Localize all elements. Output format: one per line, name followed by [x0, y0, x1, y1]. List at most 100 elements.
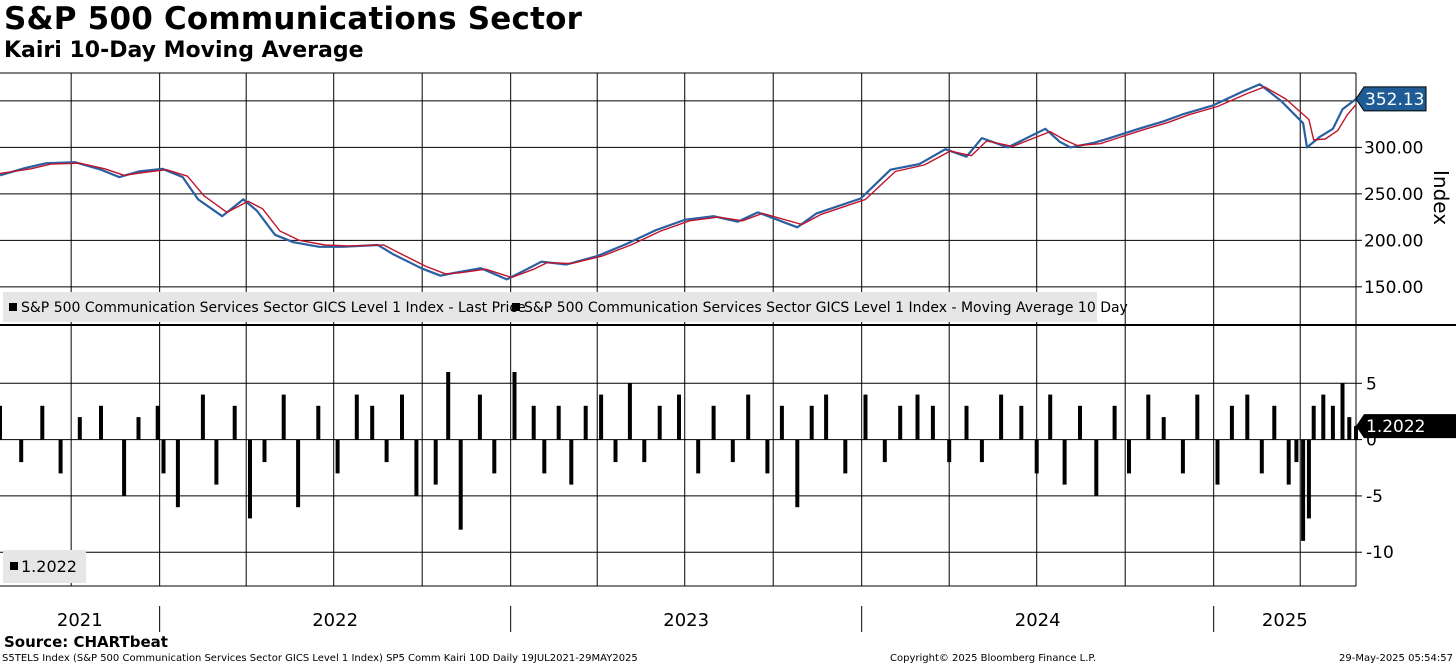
kairi-bar — [1112, 405, 1117, 440]
x-axis: 2021 2022 2023 2024 2025 — [57, 606, 1308, 632]
price-y-tick-label: 250.00 — [1364, 185, 1423, 205]
kairi-bar — [882, 439, 887, 463]
kairi-bar — [354, 394, 359, 440]
kairi-bar — [627, 383, 632, 440]
kairi-bar — [1272, 405, 1277, 440]
price-y-axis-title: Index — [1429, 170, 1453, 225]
kairi-bar — [711, 405, 716, 440]
chart-description: S5TELS Index (S&P 500 Communication Serv… — [2, 653, 638, 664]
kairi-bar — [161, 439, 166, 474]
source-label: Source: CHARTbeat — [4, 633, 168, 651]
kairi-bar — [1245, 394, 1250, 440]
kairi-bar — [1195, 394, 1200, 440]
chart-subtitle: Kairi 10-Day Moving Average — [4, 38, 364, 63]
kairi-bar — [915, 394, 920, 440]
kairi-bar — [1286, 439, 1291, 485]
price-y-tick-label: 150.00 — [1364, 278, 1423, 298]
kairi-bar — [136, 417, 141, 440]
kairi-bar — [155, 405, 160, 440]
kairi-bar — [556, 405, 561, 440]
kairi-bar — [730, 439, 735, 463]
kairi-bar — [843, 439, 848, 474]
kairi-y-tick-label: 5 — [1366, 374, 1377, 394]
kairi-bar — [1301, 439, 1306, 541]
kairi-y-tick-label: -10 — [1366, 543, 1394, 563]
kairi-bar — [531, 405, 536, 440]
x-tick-label: 2021 — [57, 610, 103, 631]
legend-background — [3, 292, 1097, 322]
kairi-bar — [1229, 405, 1234, 440]
kairi-bar — [1347, 417, 1352, 440]
price-line — [0, 83, 1357, 281]
x-tick-label: 2025 — [1262, 610, 1308, 631]
kairi-bar — [384, 439, 389, 463]
kairi-bar — [1311, 405, 1316, 440]
copyright: Copyright© 2025 Bloomberg Finance L.P. — [890, 653, 1097, 664]
price-lines — [0, 83, 1357, 281]
kairi-bar — [0, 405, 2, 440]
kairi-bar — [1094, 439, 1099, 496]
kairi-last-value-badge: 1.2022 — [1356, 414, 1456, 439]
kairi-bar — [746, 394, 751, 440]
kairi-bar — [262, 439, 267, 463]
kairi-bar — [414, 439, 419, 496]
kairi-bar — [248, 439, 252, 519]
kairi-bar — [809, 405, 814, 440]
kairi-bar — [1146, 394, 1151, 440]
kairi-bar — [642, 439, 647, 463]
legend-swatch-price — [9, 303, 17, 311]
kairi-bar — [1078, 405, 1082, 440]
kairi-bar — [999, 394, 1004, 440]
kairi-bar — [296, 439, 301, 508]
kairi-last-value: 1.2022 — [1366, 417, 1425, 437]
kairi-bar — [19, 439, 24, 463]
kairi-legend-label: 1.2022 — [21, 557, 77, 576]
kairi-bar — [316, 405, 321, 440]
kairi-bar — [458, 439, 463, 530]
kairi-bar — [1259, 439, 1264, 474]
x-tick-label: 2023 — [663, 610, 709, 631]
price-last-value-badge: 352.13 — [1355, 86, 1427, 112]
price-y-tick-label: 300.00 — [1364, 138, 1423, 158]
kairi-bar — [677, 394, 681, 440]
kairi-bar — [1330, 405, 1335, 440]
kairi-bar — [657, 405, 662, 440]
timestamp: 29-May-2025 05:54:57 — [1339, 653, 1453, 664]
chart-title: S&P 500 Communications Sector — [4, 1, 583, 37]
price-y-tick-label: 200.00 — [1364, 231, 1423, 251]
kairi-bar — [979, 439, 984, 463]
kairi-bar — [1062, 439, 1067, 485]
kairi-y-tick-label: 0 — [1366, 431, 1377, 451]
kairi-bar — [281, 394, 286, 440]
kairi-bar — [400, 394, 404, 440]
kairi-bar — [446, 372, 451, 440]
kairi-bars — [0, 372, 1358, 541]
kairi-bar — [1161, 417, 1166, 440]
kairi-bar — [898, 405, 903, 440]
kairi-bar — [599, 394, 604, 440]
kairi-bar — [40, 405, 45, 440]
kairi-bar — [1034, 439, 1039, 474]
kairi-bar — [122, 439, 127, 496]
kairi-bar — [613, 439, 618, 463]
legend-label-price: S&P 500 Communication Services Sector GI… — [21, 300, 526, 316]
kairi-bar — [77, 417, 82, 440]
moving-average-line — [0, 86, 1357, 279]
kairi-bar — [1294, 439, 1299, 463]
kairi-bar — [1019, 405, 1024, 440]
kairi-bar — [58, 439, 63, 474]
kairi-bar — [214, 439, 219, 485]
price-last-value: 352.13 — [1365, 90, 1424, 110]
kairi-bar — [477, 394, 482, 440]
kairi-bar — [779, 405, 784, 440]
kairi-bar — [569, 439, 574, 485]
kairi-bar — [99, 405, 103, 440]
kairi-legend-swatch — [10, 562, 18, 570]
kairi-bar — [1340, 383, 1345, 440]
kairi-bar — [542, 439, 547, 474]
price-y-axis: 150.00 200.00 250.00 300.00 — [1356, 138, 1423, 298]
kairi-bar — [1321, 394, 1326, 440]
kairi-bar — [1180, 439, 1185, 474]
kairi-bar — [964, 405, 969, 440]
